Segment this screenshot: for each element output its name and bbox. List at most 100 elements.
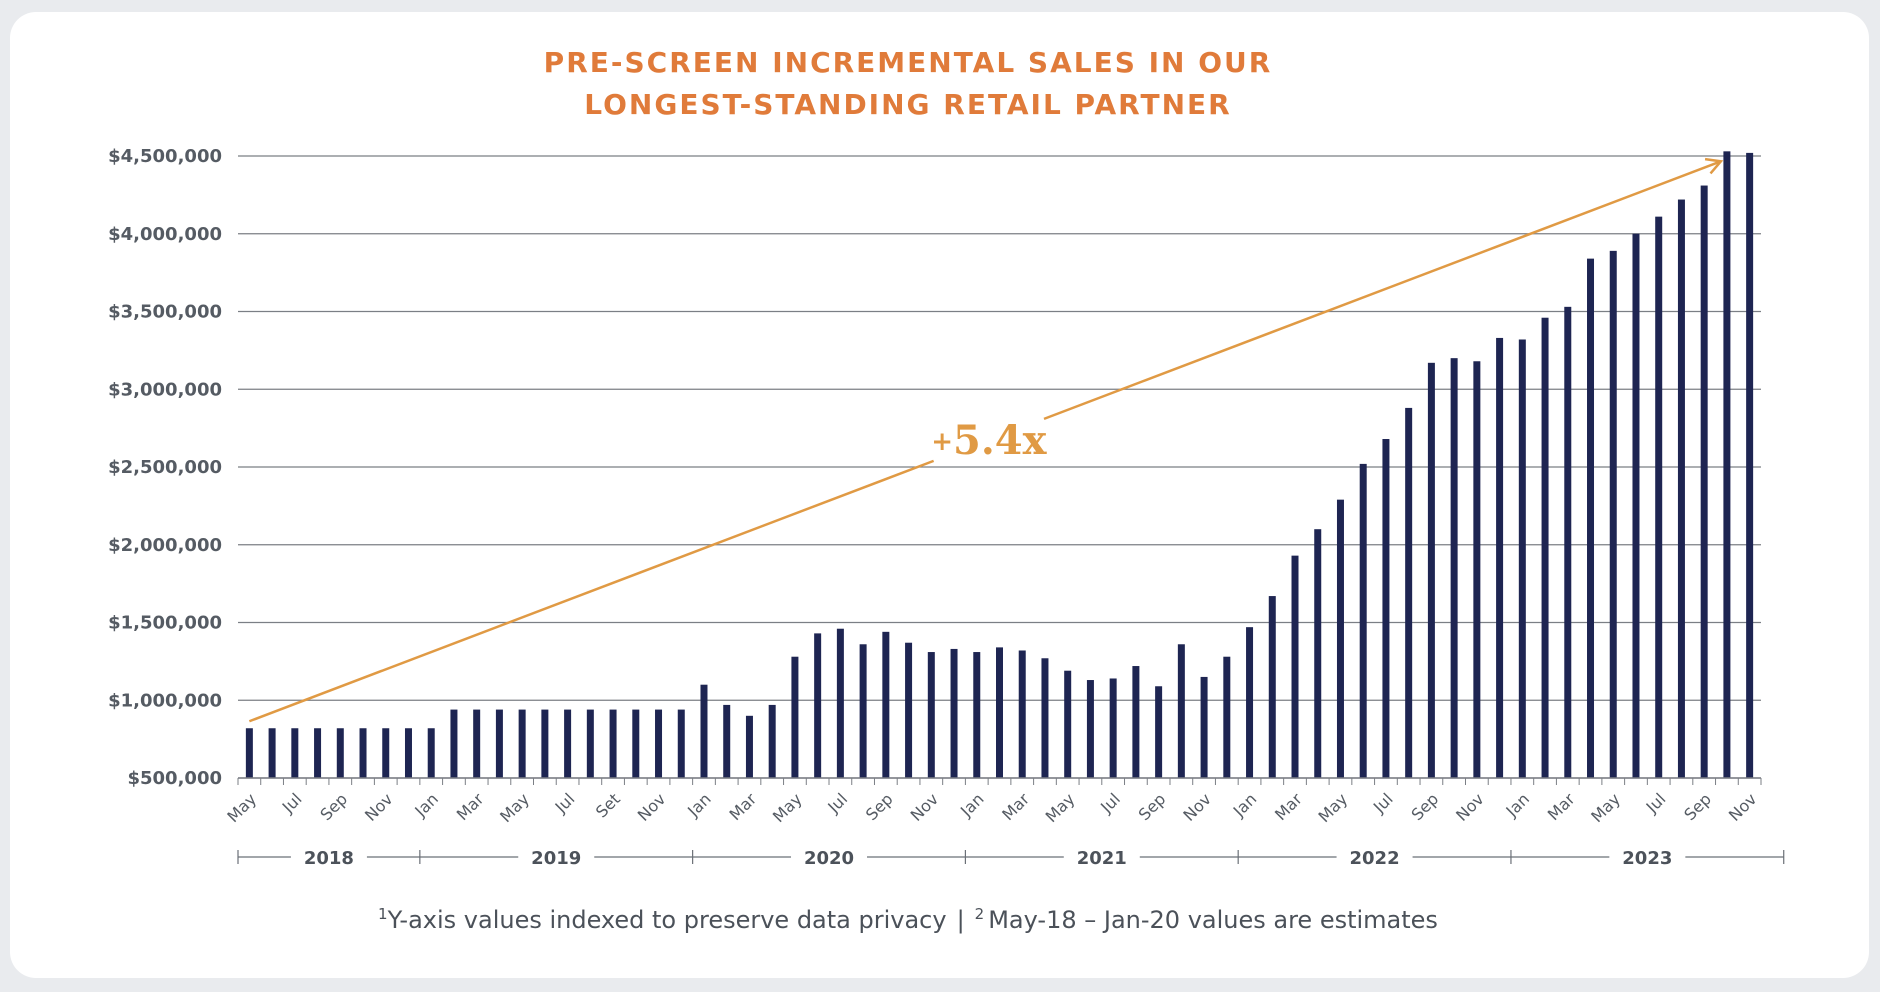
y-tick-label: $4,000,000: [108, 224, 222, 245]
bar: [723, 704, 731, 778]
bar: [1473, 361, 1481, 778]
bar: [677, 709, 685, 778]
bar: [1086, 680, 1094, 778]
bar: [1587, 258, 1595, 778]
bar: [564, 709, 572, 778]
bar: [1677, 199, 1685, 779]
bar: [291, 728, 299, 778]
bar: [268, 728, 276, 778]
bar: [859, 644, 867, 778]
bar: [541, 709, 549, 778]
bar: [495, 709, 503, 778]
bar: [1382, 439, 1390, 778]
multiplier-value: 5.4x: [953, 417, 1048, 464]
bar: [245, 728, 253, 778]
y-tick-label: $500,000: [127, 768, 222, 789]
bar: [1564, 306, 1572, 778]
bar: [905, 642, 913, 778]
bar: [1314, 529, 1322, 778]
footnote-sup-2: 2: [975, 905, 985, 923]
x-tick-label: May: [496, 789, 533, 826]
footnote-part-1: Y-axis values indexed to preserve data p…: [387, 906, 947, 934]
bar: [973, 652, 981, 778]
bar: [1405, 407, 1413, 778]
footnote: 1Y-axis values indexed to preserve data …: [378, 905, 1438, 934]
x-tick-label: Nov: [907, 789, 943, 825]
x-tick-label: May: [1314, 789, 1351, 826]
x-tick-label: Mar: [1544, 789, 1579, 824]
bar: [1223, 656, 1231, 778]
x-tick-label: Nov: [1725, 789, 1761, 825]
x-tick-label: Nov: [361, 789, 397, 825]
x-tick-label: Mar: [726, 789, 761, 824]
x-tick-label: Sep: [1407, 789, 1442, 824]
chart-title-line-1: PRE-SCREEN INCREMENTAL SALES IN OUR: [544, 46, 1273, 79]
bar: [359, 728, 367, 778]
bar: [1246, 627, 1254, 778]
chart: PRE-SCREEN INCREMENTAL SALES IN OUR LONG…: [108, 46, 1785, 934]
x-tick-label: Jan: [956, 789, 988, 821]
bar: [1450, 358, 1458, 778]
x-tick-label: Jan: [1502, 789, 1534, 821]
y-tick-label: $2,500,000: [108, 457, 222, 478]
x-tick-label: Jan: [1229, 789, 1261, 821]
bar: [1177, 644, 1185, 778]
bar: [1155, 686, 1163, 778]
chart-card: PRE-SCREEN INCREMENTAL SALES IN OUR LONG…: [10, 12, 1869, 978]
bar: [1655, 216, 1663, 778]
x-tick-label: May: [1042, 789, 1079, 826]
multiplier-prefix: +: [931, 427, 953, 457]
bar: [382, 728, 390, 778]
y-tick-label: $3,500,000: [108, 302, 222, 323]
bar: [518, 709, 526, 778]
bar: [1268, 596, 1276, 778]
y-tick-label: $1,000,000: [108, 690, 222, 711]
year-label: 2023: [1622, 848, 1672, 869]
bar: [1427, 362, 1435, 778]
bar: [836, 628, 844, 778]
x-tick-label: Jul: [823, 789, 851, 817]
x-tick-label: May: [223, 789, 260, 826]
x-tick-label: Jul: [1642, 789, 1670, 817]
bar: [1109, 678, 1117, 778]
y-tick-label: $2,000,000: [108, 535, 222, 556]
y-tick-label: $3,000,000: [108, 379, 222, 400]
bar: [1200, 676, 1208, 778]
x-tick-label: Nov: [1452, 789, 1488, 825]
x-tick-label: Nov: [1179, 789, 1215, 825]
x-tick-label: Jul: [551, 789, 579, 817]
year-axis: 2018 2019 2020 2021 2022 2023: [237, 848, 1785, 869]
x-tick-label: Jan: [683, 789, 715, 821]
bar: [1041, 658, 1049, 778]
year-label: 2018: [304, 848, 354, 869]
bar: [404, 728, 412, 778]
bar: [1609, 250, 1617, 779]
bar: [700, 684, 708, 778]
year-label: 2021: [1077, 848, 1127, 869]
bar: [1632, 233, 1640, 778]
x-tick-label: Nov: [634, 789, 670, 825]
year-label: 2022: [1350, 848, 1400, 869]
bar: [1064, 670, 1072, 778]
x-tick-label: Jul: [1096, 789, 1124, 817]
bar: [586, 709, 594, 778]
x-tick-label: Sep: [1680, 789, 1715, 824]
y-tick-label: $1,500,000: [108, 613, 222, 634]
x-tick-label: May: [1587, 789, 1624, 826]
footnote-sup-1: 1: [378, 905, 388, 923]
x-axis: May Jul Sep Nov Jan Mar May Jul Set Nov Jan Mar May J…: [223, 777, 1762, 826]
bar-series: [245, 151, 1754, 779]
bar: [1518, 339, 1526, 778]
x-tick-label: Jul: [1369, 789, 1397, 817]
bar: [450, 709, 458, 778]
bar: [1541, 317, 1549, 778]
bar: [336, 728, 344, 778]
bar: [1336, 499, 1344, 778]
bar: [427, 728, 435, 778]
x-tick-label: Set: [592, 789, 624, 821]
bar: [1723, 151, 1731, 778]
trend-arrowhead: [1704, 157, 1724, 175]
bar: [632, 709, 640, 778]
multiplier-annotation: +5.4x: [931, 417, 1047, 464]
bar: [473, 709, 481, 778]
